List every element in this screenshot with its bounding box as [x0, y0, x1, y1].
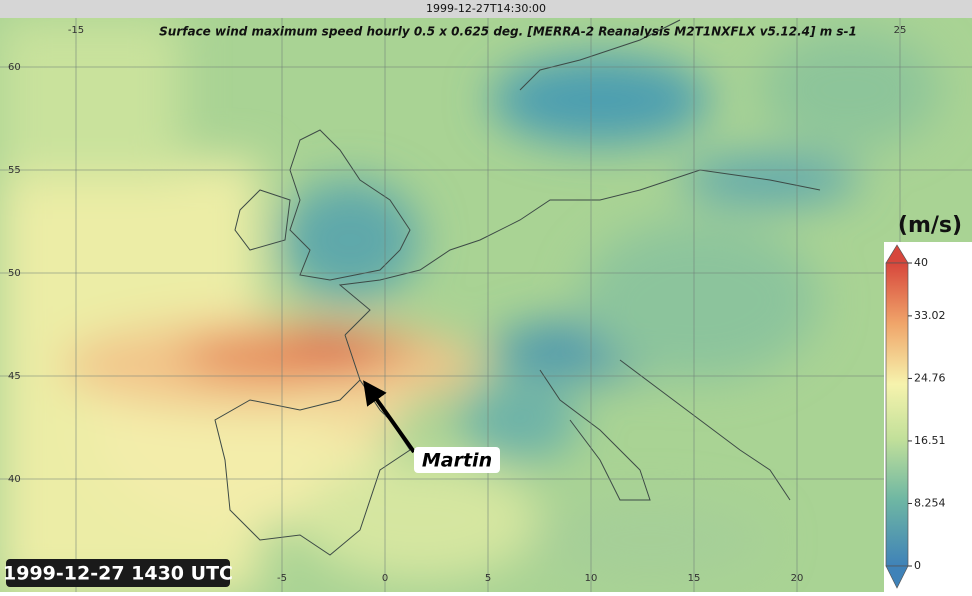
lat-label: 45	[8, 371, 21, 382]
lat-label: 60	[8, 62, 21, 73]
lon-label: 15	[688, 573, 701, 584]
lat-label: 55	[8, 165, 21, 176]
colorbar: (m/s) 0 8.254 16.51 24.76 33.02 40	[884, 213, 972, 592]
lon-label: 10	[585, 573, 598, 584]
lon-label: 0	[382, 573, 388, 584]
colorbar-unit: (m/s)	[898, 213, 962, 238]
colorbar-min-arrow	[885, 565, 909, 589]
annotation-label: Martin	[422, 450, 492, 472]
wind-field	[0, 18, 972, 592]
lon-label: -5	[277, 573, 287, 584]
colorbar-bar	[885, 262, 909, 567]
timestamp: 1999-12-27T14:30:00	[426, 2, 546, 15]
colorbar-tick-label: 33.02	[914, 309, 946, 322]
lon-label: -15	[68, 25, 84, 36]
colorbar-tick-label: 0	[914, 559, 921, 572]
lat-label: 40	[8, 474, 21, 485]
lon-label: 25	[894, 25, 907, 36]
colorbar-tick-label: 16.51	[914, 434, 946, 447]
graticule-labels: -15 25 -5 0 5 10 15 20 60 55 50 45 40	[8, 25, 906, 584]
map-title: Surface wind maximum speed hourly 0.5 x …	[159, 25, 857, 39]
caption: 1999-12-27 1430 UTC	[3, 563, 233, 585]
lat-label: 50	[8, 268, 21, 279]
annotation: Martin	[363, 380, 500, 473]
lon-label: 5	[485, 573, 491, 584]
colorbar-tick-label: 8.254	[914, 496, 946, 509]
label-box	[414, 447, 500, 473]
top-bar	[0, 0, 972, 18]
coastlines	[214, 19, 821, 556]
colorbar-tick-label: 40	[914, 256, 928, 269]
lon-label: 20	[791, 573, 804, 584]
caption-box	[6, 559, 230, 587]
arrow	[363, 380, 416, 454]
colorbar-tick-label: 24.76	[914, 371, 946, 384]
